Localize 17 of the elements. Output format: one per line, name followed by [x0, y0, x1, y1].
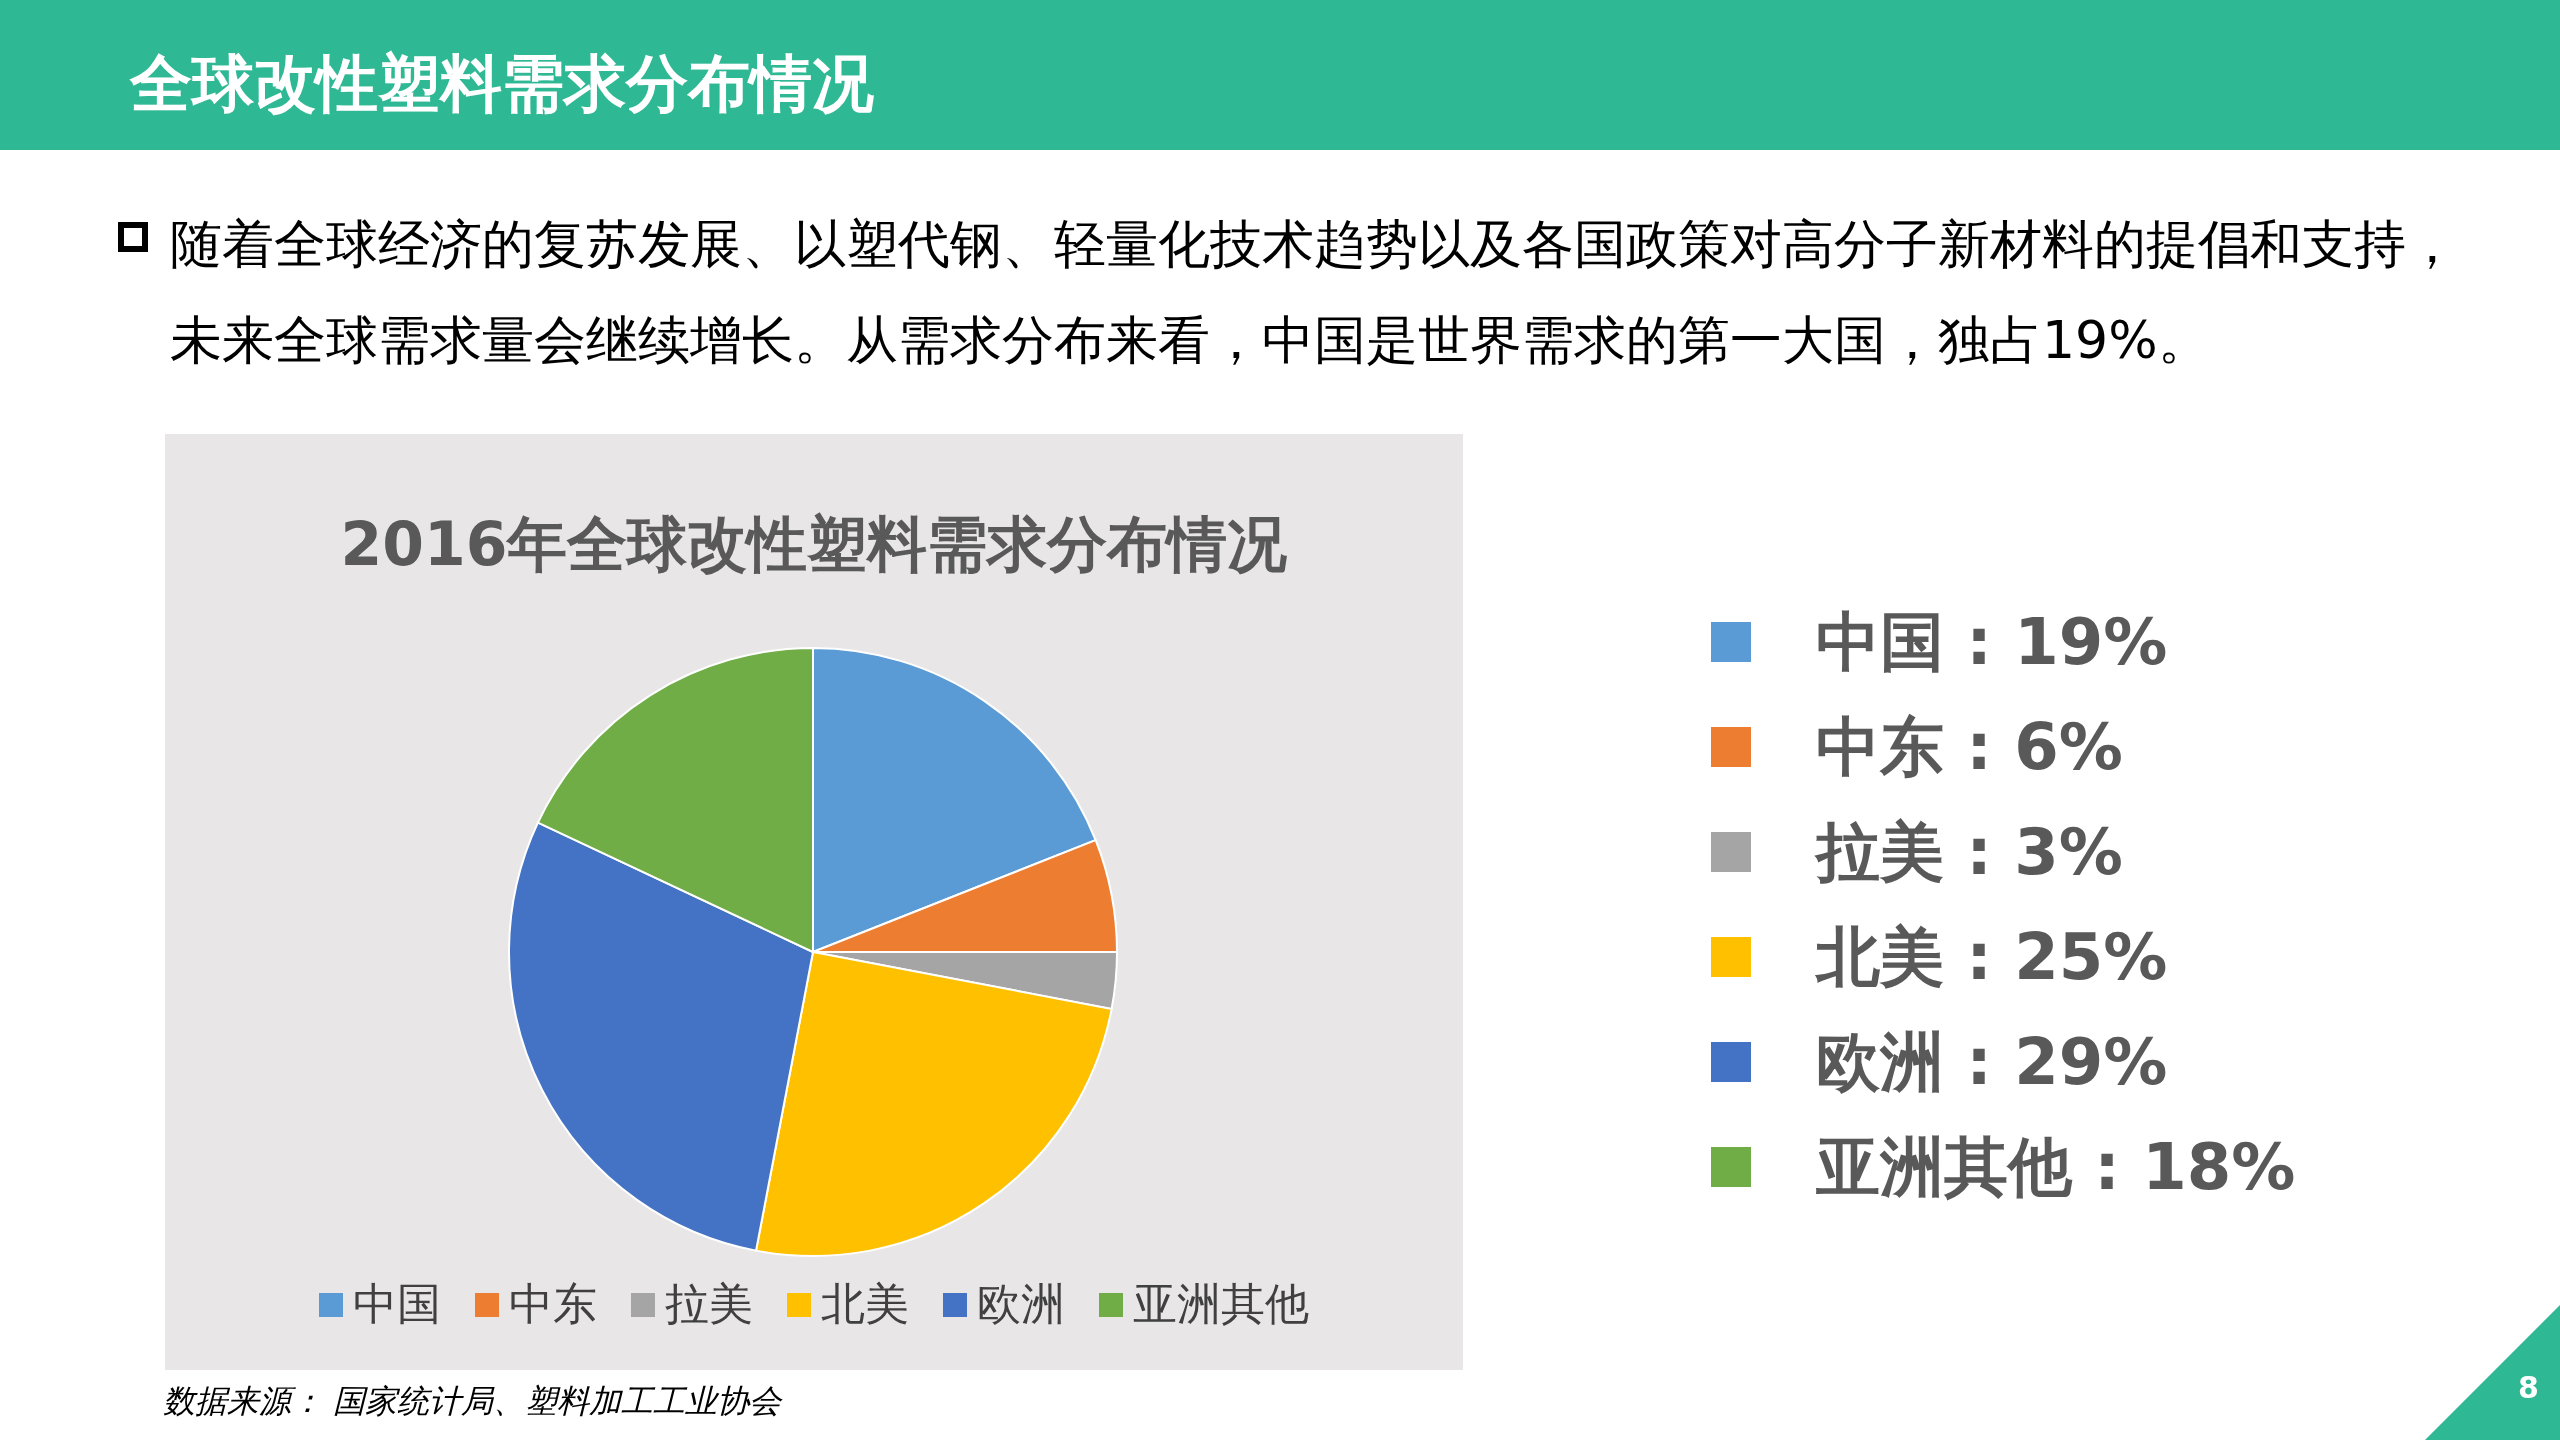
legend-label: 中东 — [509, 1277, 597, 1331]
chart-title: 全球改性塑料需求分布情况 — [130, 46, 874, 122]
text: 中国 : 19% — [1816, 604, 2168, 681]
text: 拉美 : 3% — [1816, 814, 2123, 891]
legend-label: 拉美 — [665, 1277, 753, 1331]
legend-label: 亚洲其他 — [1133, 1277, 1309, 1331]
legend-label: 北美 — [821, 1277, 909, 1331]
source-note: 数据来源： 国家统计局、塑料加工工业协会 — [163, 1381, 782, 1422]
text: 8 — [2518, 1370, 2539, 1405]
text: 亚洲其他 : 18% — [1816, 1129, 2296, 1206]
legend-label: 中国 — [353, 1277, 441, 1331]
text: 欧洲 : 29% — [1816, 1024, 2168, 1101]
text: 中东 : 6% — [1816, 709, 2123, 786]
text: 北美 : 25% — [1816, 919, 2168, 996]
legend-label: 欧洲 — [977, 1277, 1065, 1331]
text: 随着全球经济的复苏发展、以塑代钢、轻量化技术趋势以及各国政策对高分子新材料的提倡和支持，未来全球需求量会继续增长。从需求分布来看，中国是世界需求的第一大国，独占19%。 — [170, 213, 2459, 372]
chart-subtitle: 2016年全球改性塑料需求分布情况 — [339, 508, 1289, 581]
